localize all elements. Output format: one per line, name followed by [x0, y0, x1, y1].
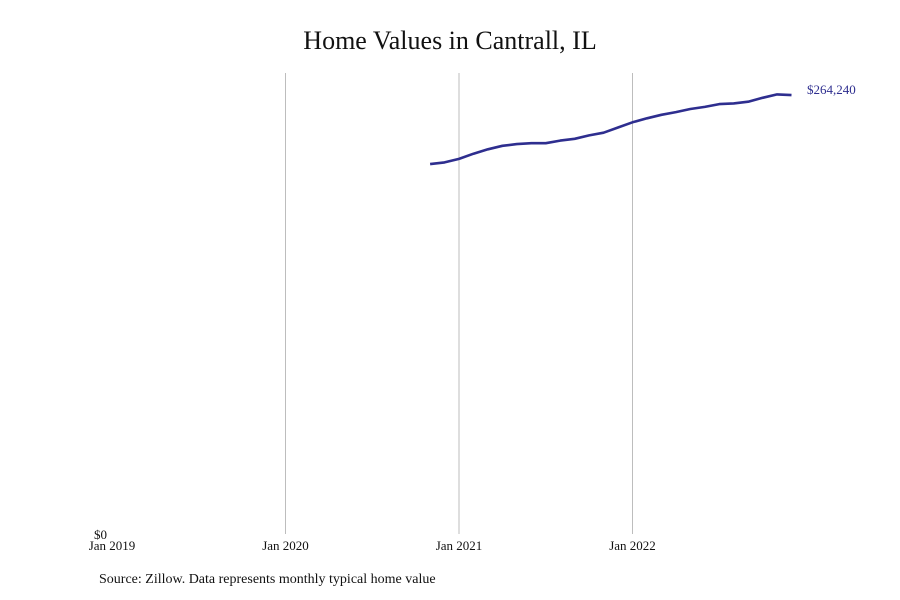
- x-axis-ticks: Jan 2019 Jan 2020 Jan 2021 Jan 2022: [89, 538, 656, 553]
- end-value-label: $264,240: [807, 82, 856, 97]
- series-line: [429, 93, 792, 166]
- y-tick-label-0: $0: [94, 527, 107, 542]
- x-tick-label: Jan 2020: [262, 538, 309, 553]
- x-tick-label: Jan 2022: [609, 538, 656, 553]
- x-tick-label: Jan 2019: [89, 538, 136, 553]
- grid-lines: [285, 73, 633, 534]
- source-note: Source: Zillow. Data represents monthly …: [99, 572, 436, 587]
- x-tick-label: Jan 2021: [436, 538, 483, 553]
- chart-title: Home Values in Cantrall, IL: [303, 26, 597, 55]
